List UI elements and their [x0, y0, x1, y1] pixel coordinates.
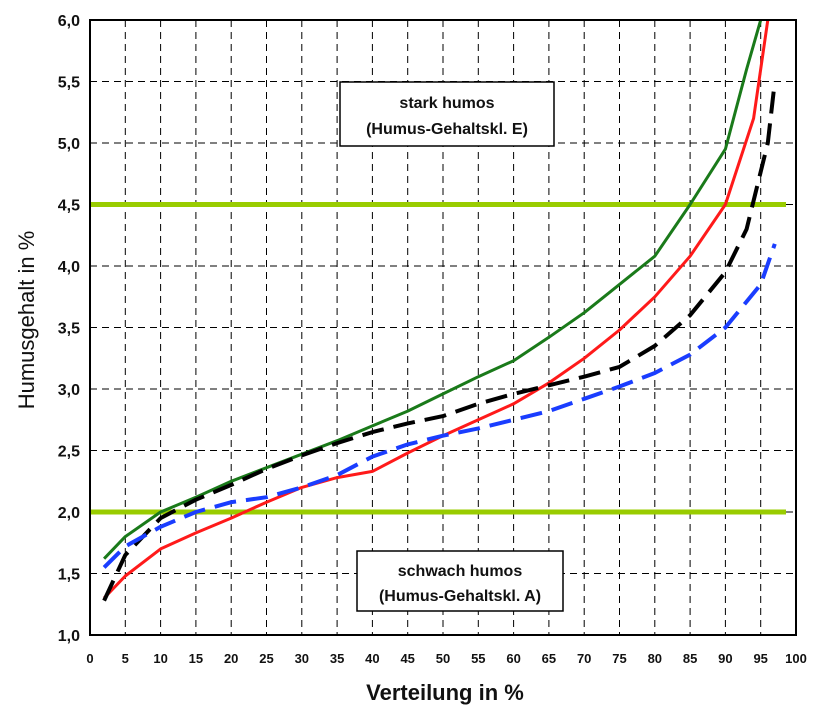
data-series	[102, 20, 777, 602]
x-tick-label: 15	[189, 651, 203, 666]
x-tick-label: 75	[612, 651, 626, 666]
reference-lines	[90, 202, 786, 515]
y-tick-label: 5,0	[58, 136, 80, 153]
y-tick-label: 4,0	[58, 259, 80, 276]
annotation-top-line1: stark humos	[399, 95, 494, 112]
x-tick-labels: 0 5 10 15 20 25 30 35 40 45 50 55 60 65 70 75 80 85 90 95 10…	[86, 651, 806, 666]
y-tick-label: 2,0	[58, 505, 80, 522]
annotation-top-line2: (Humus-Gehaltskl. E)	[366, 121, 528, 138]
y-tick-label: 3,5	[58, 321, 80, 338]
x-tick-label: 0	[86, 651, 93, 666]
x-tick-label: 55	[471, 651, 485, 666]
y-tick-label: 6,0	[58, 13, 80, 30]
x-tick-label: 100	[785, 651, 807, 666]
annotation-box-bottom	[356, 550, 564, 612]
x-axis-title: Verteilung in %	[366, 680, 524, 705]
series-line-4	[102, 243, 777, 569]
x-tick-label: 20	[224, 651, 238, 666]
y-tick-label: 4,5	[58, 198, 80, 215]
x-tick-label: 95	[753, 651, 767, 666]
annotation-bottom-line2: (Humus-Gehaltskl. A)	[379, 588, 541, 605]
y-tick-label: 3,0	[58, 382, 80, 399]
annotation-schwach-humos: schwach humos (Humus-Gehaltskl. A)	[356, 550, 564, 612]
y-tick-label: 5,5	[58, 75, 80, 92]
x-tick-label: 10	[153, 651, 167, 666]
x-tick-label: 5	[122, 651, 129, 666]
x-tick-label: 65	[542, 651, 556, 666]
y-axis-title: Humusgehalt in %	[14, 231, 39, 410]
x-tick-label: 30	[295, 651, 309, 666]
x-tick-label: 40	[365, 651, 379, 666]
x-tick-label: 60	[506, 651, 520, 666]
annotation-box-top	[339, 81, 555, 147]
x-tick-label: 70	[577, 651, 591, 666]
y-tick-label: 1,5	[58, 567, 80, 584]
y-tick-label: 2,5	[58, 444, 80, 461]
x-tick-label: 90	[718, 651, 732, 666]
annotation-stark-humos: stark humos (Humus-Gehaltskl. E)	[339, 81, 555, 147]
plot-frame	[89, 19, 797, 636]
y-tick-label: 1,0	[58, 628, 80, 645]
annotation-bottom-line1: schwach humos	[398, 563, 523, 580]
series-line-3	[102, 81, 777, 602]
x-tick-label: 85	[683, 651, 697, 666]
x-tick-label: 45	[400, 651, 414, 666]
x-tick-label: 50	[436, 651, 450, 666]
x-tick-label: 80	[648, 651, 662, 666]
y-tick-labels: 1,0 1,5 2,0 2,5 3,0 3,5 4,0 4,5 5,0 5,5 6,0	[58, 13, 80, 645]
x-tick-label: 35	[330, 651, 344, 666]
x-tick-label: 25	[259, 651, 273, 666]
series-line-1	[103, 20, 763, 560]
